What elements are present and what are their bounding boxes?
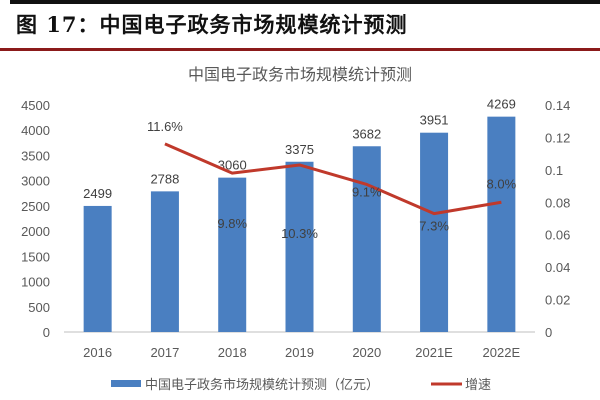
title-rule	[0, 48, 600, 51]
bar	[285, 161, 314, 332]
bar-value-label: 3951	[420, 113, 449, 128]
left-tick-label: 3500	[21, 148, 50, 163]
right-tick-label: 0.12	[545, 130, 570, 145]
x-tick-label: 2017	[150, 345, 179, 360]
bar	[218, 177, 247, 332]
growth-value-label: 11.6%	[147, 119, 183, 134]
bar-value-label: 3682	[352, 126, 381, 141]
x-tick-label: 2019	[285, 345, 314, 360]
left-tick-label: 3000	[21, 174, 50, 189]
growth-value-label: 7.3%	[419, 219, 449, 234]
growth-value-label: 9.8%	[217, 216, 247, 231]
bar	[352, 146, 381, 332]
bar	[150, 191, 179, 332]
left-tick-label: 500	[28, 300, 50, 315]
right-tick-label: 0.04	[545, 260, 570, 275]
x-tick-label: 2020	[352, 345, 381, 360]
figure-title: 图 17：中国电子政务市场规模统计预测	[16, 12, 408, 37]
left-tick-label: 2000	[21, 224, 50, 239]
right-tick-label: 0.14	[545, 98, 570, 113]
x-tick-label: 2016	[83, 345, 112, 360]
bar-value-label: 2788	[150, 171, 179, 186]
growth-line	[164, 142, 502, 216]
left-tick-label: 0	[43, 325, 50, 340]
left-tick-label: 1000	[21, 275, 50, 290]
right-tick-label: 0.1	[545, 163, 563, 178]
right-tick-label: 0.08	[545, 195, 570, 210]
bar	[487, 116, 516, 332]
bar-value-label: 3375	[285, 142, 314, 157]
bar	[420, 132, 449, 332]
legend-line-label: 增速	[465, 377, 491, 392]
legend-bar-label: 中国电子政务市场规模统计预测（亿元）	[145, 377, 379, 392]
bar-value-label: 4269	[487, 97, 516, 112]
x-tick-label: 2021E	[415, 345, 453, 360]
x-tick-label: 2022E	[483, 345, 521, 360]
left-tick-label: 2500	[21, 199, 50, 214]
legend-bar-swatch	[111, 380, 141, 387]
left-tick-label: 1500	[21, 249, 50, 264]
growth-value-label: 9.1%	[352, 184, 382, 199]
bar-value-label: 2499	[83, 186, 112, 201]
right-tick-label: 0.02	[545, 293, 570, 308]
right-tick-label: 0.06	[545, 228, 570, 243]
bar	[83, 205, 112, 332]
growth-value-label: 10.3%	[281, 226, 318, 241]
growth-value-label: 8.0%	[487, 176, 517, 191]
x-tick-label: 2018	[218, 345, 247, 360]
chart-title: 中国电子政务市场规模统计预测	[188, 66, 412, 84]
right-tick-label: 0	[545, 325, 552, 340]
left-tick-label: 4000	[21, 123, 50, 138]
top-rule	[10, 0, 600, 4]
left-tick-label: 4500	[21, 98, 50, 113]
